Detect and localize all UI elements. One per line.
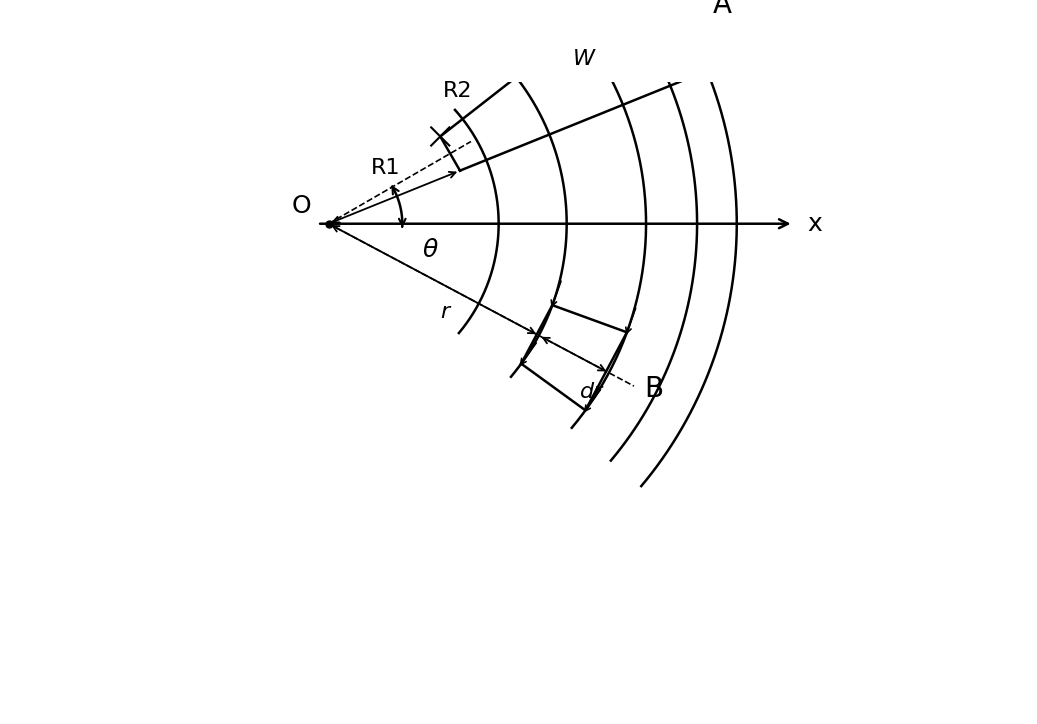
Text: A: A: [712, 0, 731, 20]
Text: B: B: [645, 375, 664, 403]
Text: x: x: [808, 211, 822, 236]
Text: θ: θ: [422, 238, 438, 262]
Text: r: r: [441, 303, 450, 322]
Text: dr: dr: [580, 382, 602, 403]
Text: R2: R2: [443, 80, 472, 101]
Text: O: O: [292, 194, 311, 218]
Text: W: W: [572, 49, 594, 70]
Text: R1: R1: [371, 159, 400, 178]
